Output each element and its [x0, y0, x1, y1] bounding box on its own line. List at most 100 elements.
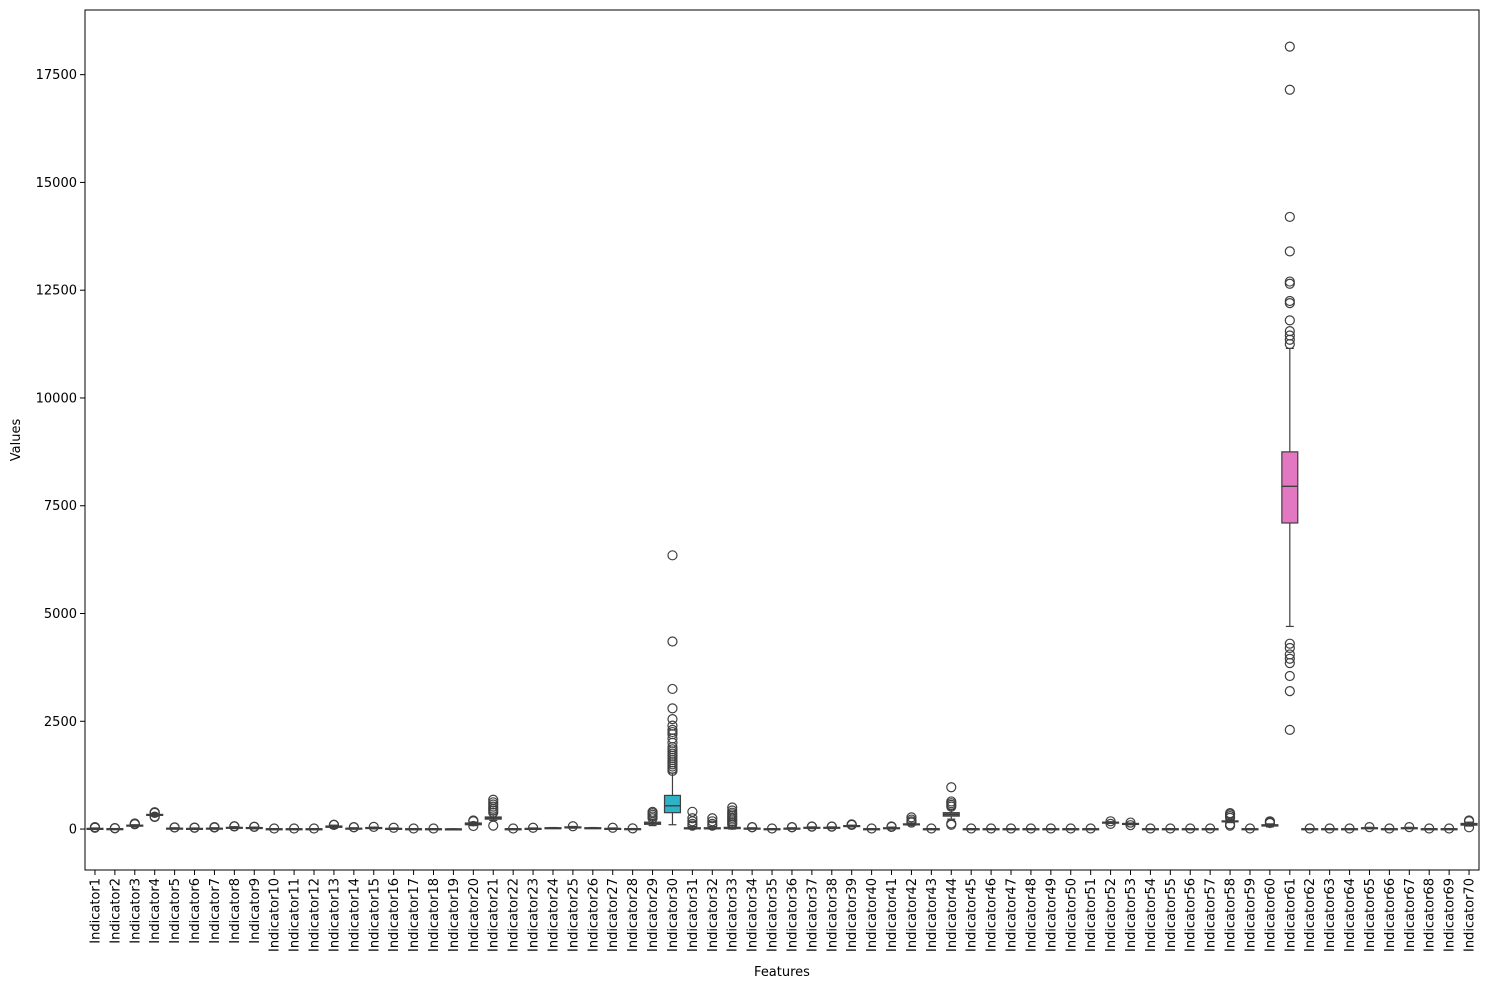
x-tick-label: Indicator67 — [1403, 878, 1418, 952]
box-indicator12 — [305, 823, 323, 834]
outlier-point — [667, 714, 678, 725]
box-indicator9 — [245, 821, 263, 832]
box-indicator50 — [1062, 823, 1080, 834]
outlier-point — [1324, 823, 1335, 834]
box-indicator4 — [146, 807, 164, 823]
outlier-point — [289, 823, 300, 834]
x-tick-label: Indicator36 — [785, 878, 800, 952]
outlier-point — [627, 823, 638, 834]
box-indicator42 — [902, 812, 921, 828]
outlier-point — [647, 806, 658, 817]
outlier-point — [229, 821, 240, 832]
x-tick-label: Indicator7 — [208, 878, 223, 944]
x-tick-label: Indicator64 — [1343, 878, 1358, 952]
y-tick-label: 5000 — [44, 607, 77, 622]
outlier-point — [1384, 823, 1395, 834]
x-tick-label: Indicator18 — [427, 878, 442, 952]
x-tick-label: Indicator41 — [885, 878, 900, 952]
plot-area — [85, 10, 1479, 870]
box-indicator14 — [345, 822, 363, 833]
outlier-point — [727, 805, 738, 816]
outlier-point — [667, 550, 678, 561]
box-indicator45 — [962, 823, 980, 834]
outlier-point — [687, 818, 698, 829]
x-tick-label: Indicator13 — [327, 878, 342, 952]
x-tick-label: Indicator2 — [108, 878, 123, 944]
outlier-point — [747, 822, 758, 833]
outlier-point — [806, 821, 817, 832]
outlier-point — [1284, 686, 1295, 697]
x-tick-label: Indicator19 — [447, 878, 462, 952]
box-indicator43 — [922, 823, 940, 834]
x-tick-label: Indicator57 — [1204, 878, 1219, 952]
box-indicator36 — [783, 822, 801, 833]
box-indicator17 — [405, 823, 423, 834]
x-tick-label: Indicator33 — [726, 878, 741, 952]
outlier-point — [1284, 642, 1295, 654]
x-tick-label: Indicator50 — [1064, 878, 1079, 952]
outlier-point — [428, 823, 439, 834]
outlier-point — [1284, 638, 1295, 649]
x-tick-label: Indicator61 — [1283, 878, 1298, 952]
outlier-point — [1284, 246, 1295, 257]
x-tick-label: Indicator56 — [1184, 878, 1199, 952]
box-indicator6 — [185, 822, 204, 833]
outlier-point — [946, 818, 957, 829]
x-tick-label: Indicator29 — [646, 878, 661, 952]
box-body — [1281, 451, 1299, 524]
outlier-point — [1444, 823, 1455, 834]
x-tick-label: Indicator15 — [367, 878, 382, 952]
box-indicator34 — [743, 822, 761, 833]
x-tick-label: Indicator3 — [128, 878, 143, 944]
box-indicator30 — [663, 550, 682, 826]
x-tick-label: Indicator45 — [965, 878, 980, 952]
box-indicator59 — [1241, 823, 1259, 834]
x-tick-label: Indicator49 — [1044, 878, 1059, 952]
box-indicator47 — [1002, 823, 1020, 834]
outlier-point — [707, 816, 718, 827]
x-tick-label: Indicator34 — [746, 878, 761, 952]
x-tick-label: Indicator26 — [586, 878, 601, 952]
box-indicator67 — [1400, 822, 1418, 833]
box-indicator3 — [126, 818, 144, 830]
x-tick-label: Indicator32 — [706, 878, 721, 952]
box-indicator31 — [683, 806, 701, 831]
x-tick-label: Indicator63 — [1323, 878, 1338, 952]
outlier-point — [1284, 670, 1295, 682]
x-tick-label: Indicator51 — [1084, 878, 1099, 952]
x-tick-label: Indicator6 — [188, 878, 203, 944]
y-tick-label: 15000 — [36, 176, 77, 191]
box-indicator18 — [424, 823, 443, 834]
box-indicator28 — [624, 823, 642, 834]
x-tick-label: Indicator43 — [925, 878, 940, 952]
box-indicator64 — [1340, 823, 1359, 834]
x-tick-label: Indicator24 — [546, 878, 561, 952]
x-tick-label: Indicator55 — [1164, 878, 1179, 952]
outlier-point — [707, 813, 718, 824]
x-tick-label: Indicator11 — [288, 878, 303, 952]
outlier-point — [1185, 823, 1196, 834]
boxes-layer — [86, 41, 1478, 834]
outlier-point — [607, 822, 618, 833]
box-indicator70 — [1460, 815, 1478, 833]
outlier-point — [149, 807, 160, 818]
outlier-point — [1284, 653, 1295, 664]
x-tick-label: Indicator16 — [387, 878, 402, 952]
outlier-point — [1025, 823, 1037, 834]
outlier-point — [488, 797, 499, 808]
x-tick-label: Indicator62 — [1303, 878, 1318, 952]
box-indicator58 — [1221, 807, 1239, 831]
outlier-point — [269, 823, 280, 834]
x-tick-label: Indicator70 — [1463, 878, 1478, 952]
outlier-point — [1224, 807, 1236, 819]
box-indicator8 — [225, 821, 243, 832]
outlier-point — [786, 822, 798, 833]
outlier-point — [667, 703, 678, 714]
outlier-point — [249, 821, 260, 832]
x-tick-label: Indicator40 — [865, 878, 880, 952]
y-tick-label: 12500 — [36, 284, 77, 299]
box-indicator21 — [484, 794, 502, 831]
box-indicator7 — [205, 822, 224, 833]
box-indicator66 — [1380, 823, 1398, 834]
outlier-point — [667, 636, 678, 647]
